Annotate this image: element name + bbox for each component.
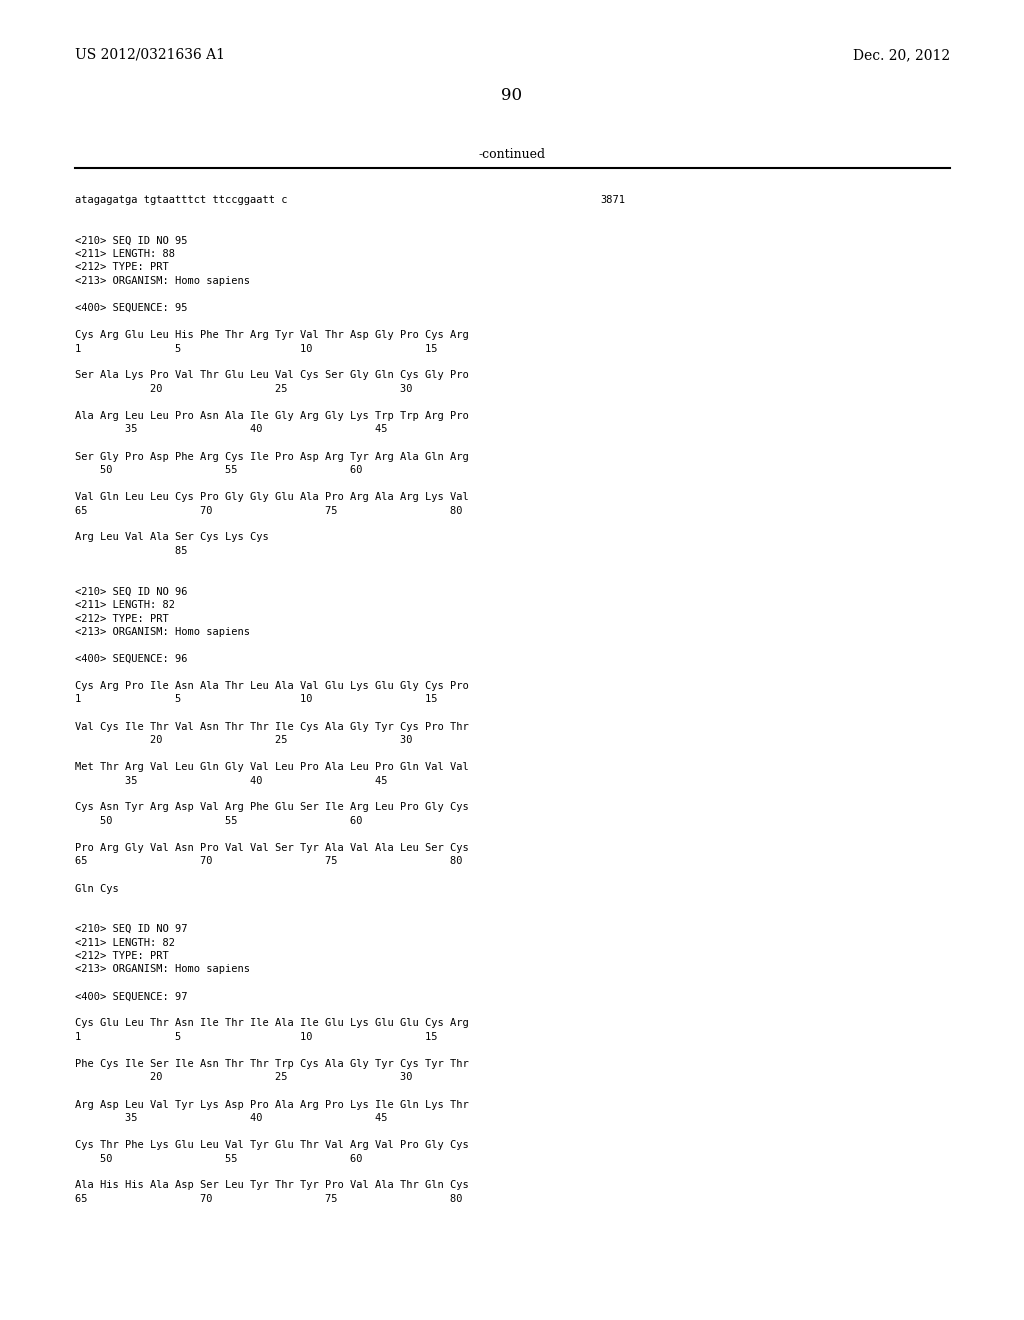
Text: <210> SEQ ID NO 97: <210> SEQ ID NO 97: [75, 924, 187, 935]
Text: Cys Thr Phe Lys Glu Leu Val Tyr Glu Thr Val Arg Val Pro Gly Cys: Cys Thr Phe Lys Glu Leu Val Tyr Glu Thr …: [75, 1140, 469, 1150]
Text: 85: 85: [75, 546, 187, 556]
Text: <212> TYPE: PRT: <212> TYPE: PRT: [75, 614, 169, 623]
Text: <210> SEQ ID NO 96: <210> SEQ ID NO 96: [75, 586, 187, 597]
Text: 35                  40                  45: 35 40 45: [75, 425, 387, 434]
Text: 50                  55                  60: 50 55 60: [75, 1154, 362, 1163]
Text: <211> LENGTH: 88: <211> LENGTH: 88: [75, 249, 175, 259]
Text: 50                  55                  60: 50 55 60: [75, 465, 362, 475]
Text: Pro Arg Gly Val Asn Pro Val Val Ser Tyr Ala Val Ala Leu Ser Cys: Pro Arg Gly Val Asn Pro Val Val Ser Tyr …: [75, 843, 469, 853]
Text: Gln Cys: Gln Cys: [75, 883, 119, 894]
Text: Arg Leu Val Ala Ser Cys Lys Cys: Arg Leu Val Ala Ser Cys Lys Cys: [75, 532, 268, 543]
Text: 20                  25                  30: 20 25 30: [75, 1072, 413, 1082]
Text: -continued: -continued: [478, 149, 546, 161]
Text: atagagatga tgtaatttct ttccggaatt c: atagagatga tgtaatttct ttccggaatt c: [75, 195, 288, 205]
Text: Phe Cys Ile Ser Ile Asn Thr Thr Trp Cys Ala Gly Tyr Cys Tyr Thr: Phe Cys Ile Ser Ile Asn Thr Thr Trp Cys …: [75, 1059, 469, 1069]
Text: Arg Asp Leu Val Tyr Lys Asp Pro Ala Arg Pro Lys Ile Gln Lys Thr: Arg Asp Leu Val Tyr Lys Asp Pro Ala Arg …: [75, 1100, 469, 1110]
Text: Cys Asn Tyr Arg Asp Val Arg Phe Glu Ser Ile Arg Leu Pro Gly Cys: Cys Asn Tyr Arg Asp Val Arg Phe Glu Ser …: [75, 803, 469, 813]
Text: Cys Arg Pro Ile Asn Ala Thr Leu Ala Val Glu Lys Glu Gly Cys Pro: Cys Arg Pro Ile Asn Ala Thr Leu Ala Val …: [75, 681, 469, 690]
Text: <400> SEQUENCE: 96: <400> SEQUENCE: 96: [75, 653, 187, 664]
Text: 1               5                   10                  15: 1 5 10 15: [75, 1032, 437, 1041]
Text: 3871: 3871: [600, 195, 625, 205]
Text: US 2012/0321636 A1: US 2012/0321636 A1: [75, 48, 225, 62]
Text: <211> LENGTH: 82: <211> LENGTH: 82: [75, 601, 175, 610]
Text: <212> TYPE: PRT: <212> TYPE: PRT: [75, 263, 169, 272]
Text: 65                  70                  75                  80: 65 70 75 80: [75, 1195, 463, 1204]
Text: <211> LENGTH: 82: <211> LENGTH: 82: [75, 937, 175, 948]
Text: 65                  70                  75                  80: 65 70 75 80: [75, 857, 463, 866]
Text: 1               5                   10                  15: 1 5 10 15: [75, 694, 437, 705]
Text: <213> ORGANISM: Homo sapiens: <213> ORGANISM: Homo sapiens: [75, 276, 250, 286]
Text: 20                  25                  30: 20 25 30: [75, 735, 413, 744]
Text: Ala His His Ala Asp Ser Leu Tyr Thr Tyr Pro Val Ala Thr Gln Cys: Ala His His Ala Asp Ser Leu Tyr Thr Tyr …: [75, 1180, 469, 1191]
Text: 1               5                   10                  15: 1 5 10 15: [75, 343, 437, 354]
Text: Cys Glu Leu Thr Asn Ile Thr Ile Ala Ile Glu Lys Glu Glu Cys Arg: Cys Glu Leu Thr Asn Ile Thr Ile Ala Ile …: [75, 1019, 469, 1028]
Text: 35                  40                  45: 35 40 45: [75, 776, 387, 785]
Text: Ala Arg Leu Leu Pro Asn Ala Ile Gly Arg Gly Lys Trp Trp Arg Pro: Ala Arg Leu Leu Pro Asn Ala Ile Gly Arg …: [75, 411, 469, 421]
Text: <212> TYPE: PRT: <212> TYPE: PRT: [75, 950, 169, 961]
Text: Cys Arg Glu Leu His Phe Thr Arg Tyr Val Thr Asp Gly Pro Cys Arg: Cys Arg Glu Leu His Phe Thr Arg Tyr Val …: [75, 330, 469, 341]
Text: <213> ORGANISM: Homo sapiens: <213> ORGANISM: Homo sapiens: [75, 627, 250, 638]
Text: Ser Ala Lys Pro Val Thr Glu Leu Val Cys Ser Gly Gln Cys Gly Pro: Ser Ala Lys Pro Val Thr Glu Leu Val Cys …: [75, 371, 469, 380]
Text: <400> SEQUENCE: 97: <400> SEQUENCE: 97: [75, 991, 187, 1002]
Text: <400> SEQUENCE: 95: <400> SEQUENCE: 95: [75, 304, 187, 313]
Text: Val Gln Leu Leu Cys Pro Gly Gly Glu Ala Pro Arg Ala Arg Lys Val: Val Gln Leu Leu Cys Pro Gly Gly Glu Ala …: [75, 492, 469, 502]
Text: Dec. 20, 2012: Dec. 20, 2012: [853, 48, 950, 62]
Text: 90: 90: [502, 87, 522, 103]
Text: 65                  70                  75                  80: 65 70 75 80: [75, 506, 463, 516]
Text: 35                  40                  45: 35 40 45: [75, 1113, 387, 1123]
Text: Val Cys Ile Thr Val Asn Thr Thr Ile Cys Ala Gly Tyr Cys Pro Thr: Val Cys Ile Thr Val Asn Thr Thr Ile Cys …: [75, 722, 469, 731]
Text: <213> ORGANISM: Homo sapiens: <213> ORGANISM: Homo sapiens: [75, 965, 250, 974]
Text: 50                  55                  60: 50 55 60: [75, 816, 362, 826]
Text: Ser Gly Pro Asp Phe Arg Cys Ile Pro Asp Arg Tyr Arg Ala Gln Arg: Ser Gly Pro Asp Phe Arg Cys Ile Pro Asp …: [75, 451, 469, 462]
Text: 20                  25                  30: 20 25 30: [75, 384, 413, 393]
Text: Met Thr Arg Val Leu Gln Gly Val Leu Pro Ala Leu Pro Gln Val Val: Met Thr Arg Val Leu Gln Gly Val Leu Pro …: [75, 762, 469, 772]
Text: <210> SEQ ID NO 95: <210> SEQ ID NO 95: [75, 235, 187, 246]
